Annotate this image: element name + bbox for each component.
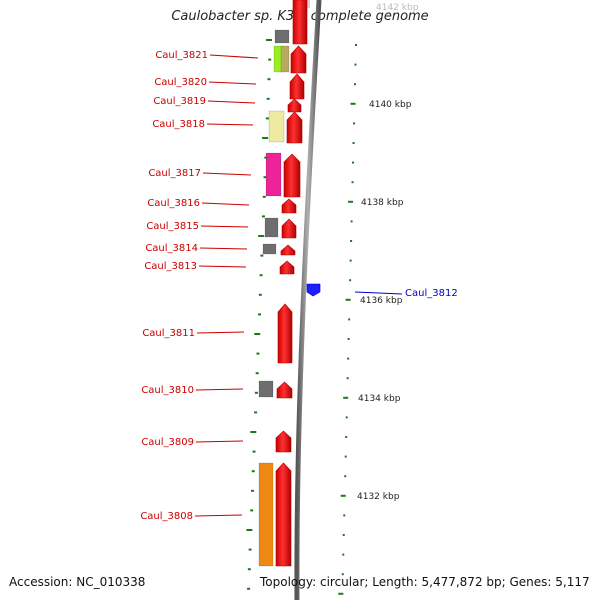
forward-gene-arrow [289, 73, 305, 100]
scale-label: 4142 kbp [376, 3, 419, 13]
leader-line [199, 247, 248, 250]
forward-gene-arrow [292, 0, 308, 45]
leader-line [200, 225, 249, 228]
leader-line [196, 331, 245, 334]
cog-box [258, 462, 274, 567]
topology-label: Topology: circular; Length: 5,477,872 bp… [260, 575, 590, 589]
gene-label[interactable]: Caul_3809 [141, 437, 194, 448]
gene-label[interactable]: Caul_3821 [155, 50, 208, 61]
forward-gene-arrow [280, 244, 296, 256]
leader-line [194, 514, 243, 517]
leader-line [207, 100, 256, 104]
gene-label[interactable]: Caul_3819 [153, 96, 206, 107]
cog-box [258, 380, 274, 398]
forward-gene-arrow [276, 381, 293, 399]
cog-box [264, 217, 279, 238]
forward-gene-arrow [277, 303, 293, 364]
accession-label: Accession: NC_010338 [9, 575, 146, 589]
cog-box [274, 29, 290, 44]
leader-line [195, 388, 244, 391]
gene-labels: Caul_3821 Caul_3820 Caul_3819 Caul_3818 Caul… [140, 50, 457, 522]
gene-label[interactable]: Caul_3814 [145, 243, 198, 254]
leader-line [208, 81, 257, 85]
forward-gene-arrow [279, 260, 295, 275]
reverse-gene-arrow [306, 283, 321, 297]
cog-box [268, 110, 285, 143]
scale-label: 4138 kbp [361, 198, 404, 208]
gene-label[interactable]: Caul_3812 [405, 288, 458, 299]
leader-line [206, 123, 254, 126]
forward-gene-arrow [281, 218, 297, 239]
leader-line [202, 172, 252, 176]
forward-gene-arrow [290, 45, 307, 74]
cog-box [262, 243, 277, 255]
forward-gene-arrow [275, 430, 292, 453]
leader-line [354, 291, 403, 295]
gene-label[interactable]: Caul_3815 [146, 221, 199, 232]
forward-gene-arrow [281, 198, 297, 214]
forward-gene-arrow [287, 98, 302, 113]
gene-label[interactable]: Caul_3808 [140, 511, 193, 522]
gene-label[interactable]: Caul_3820 [154, 77, 207, 88]
forward-gene-arrow [275, 462, 292, 567]
forward-gene-track [275, 0, 308, 567]
genome-backbone [294, 0, 322, 600]
leader-line [198, 265, 247, 268]
gene-label[interactable]: Caul_3816 [147, 198, 200, 209]
gene-label[interactable]: Caul_3811 [142, 328, 195, 339]
gene-label[interactable]: Caul_3817 [148, 168, 201, 179]
cog-track [258, 29, 290, 567]
forward-gene-arrow [283, 153, 301, 198]
reverse-gene-track [306, 283, 321, 297]
right-tick-track [338, 44, 357, 595]
gene-label[interactable]: Caul_3813 [144, 261, 197, 272]
gene-label[interactable]: Caul_3810 [141, 385, 194, 396]
scale-label: 4136 kbp [360, 296, 403, 306]
leader-line [209, 54, 259, 59]
left-tick-track [246, 39, 272, 590]
forward-gene-arrow [286, 111, 303, 144]
leader-line [195, 440, 244, 443]
scale-label: 4134 kbp [358, 394, 401, 404]
scale-label: 4132 kbp [357, 492, 400, 502]
scale-labels: 4142 kbp 4140 kbp 4138 kbp 4136 kbp 4134 kbp… [357, 3, 419, 502]
leader-line [201, 202, 250, 206]
scale-label: 4140 kbp [369, 100, 412, 110]
cog-box [280, 45, 290, 73]
cog-box [265, 152, 282, 197]
gene-label[interactable]: Caul_3818 [152, 119, 205, 130]
